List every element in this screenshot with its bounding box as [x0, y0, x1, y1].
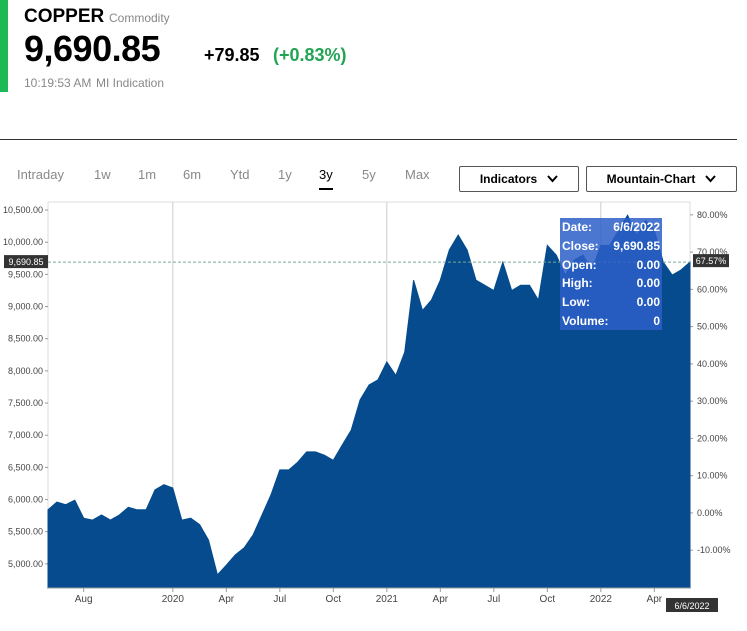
- change-pct: (+0.83%): [273, 45, 347, 65]
- last-pct-box: [693, 254, 729, 268]
- x-tick-label: Oct: [540, 594, 556, 605]
- accent-bar: [0, 0, 8, 92]
- y-tick-label: 7,500.00: [8, 398, 43, 408]
- range-tab[interactable]: Max: [405, 167, 430, 182]
- y2-tick-label: 50.00%: [697, 322, 728, 332]
- button-label: Indicators: [479, 172, 538, 186]
- x-tick-label: Aug: [75, 594, 93, 605]
- button-label: Mountain-Chart: [606, 172, 696, 186]
- x-tick-label: 2021: [376, 594, 399, 605]
- range-tab[interactable]: 1w: [94, 167, 111, 182]
- tooltip-key: High:: [562, 276, 593, 291]
- tooltip-key: Close:: [562, 239, 599, 254]
- x-tick-label: Apr: [647, 594, 663, 605]
- y2-tick-label: -10.00%: [697, 545, 731, 555]
- y-tick-label: 7,000.00: [8, 430, 43, 440]
- tooltip-key: Date:: [562, 220, 593, 235]
- range-tab[interactable]: 1m: [138, 167, 157, 182]
- source: MI Indication: [96, 76, 165, 90]
- x-tick-label: Jul: [487, 594, 500, 605]
- time: 10:19:53 AM: [24, 76, 92, 90]
- y-tick-label: 5,500.00: [8, 527, 43, 537]
- tooltip-key: Volume:: [562, 313, 609, 328]
- tooltip-key: Low:: [562, 295, 590, 310]
- tooltip-value: 0.00: [636, 257, 660, 272]
- y2-tick-label: 30.00%: [697, 396, 728, 406]
- range-tab[interactable]: 1y: [278, 167, 292, 182]
- last-value-box: [4, 255, 48, 269]
- y2-tick-label: 70.00%: [697, 247, 728, 257]
- y-tick-label: 10,500.00: [3, 205, 43, 215]
- tooltip-key: Open:: [562, 257, 597, 272]
- x-tick-label: Apr: [433, 594, 449, 605]
- crosshair-date-box: [666, 598, 718, 612]
- change: +79.85: [204, 45, 260, 65]
- indicators-button[interactable]: Indicators: [459, 166, 579, 192]
- y2-tick-label: 80.00%: [697, 210, 728, 220]
- range-tab[interactable]: Ytd: [230, 167, 250, 182]
- tooltip-row: High: 0.00: [562, 274, 660, 293]
- range-tab[interactable]: Intraday: [17, 167, 64, 182]
- y-tick-label: 6,500.00: [8, 462, 43, 472]
- separator: [0, 139, 737, 140]
- y-tick-label: 9,500.00: [8, 269, 43, 279]
- y-tick-label: 10,000.00: [3, 237, 43, 247]
- crosshair-date: 6/6/2022: [674, 601, 709, 611]
- chart-type-button[interactable]: Mountain-Chart: [586, 166, 737, 192]
- symbol: COPPER: [24, 6, 105, 27]
- last-value-label: 9,690.85: [8, 257, 43, 267]
- tooltip-value: 0.00: [636, 295, 660, 310]
- y-tick-label: 8,000.00: [8, 366, 43, 376]
- x-tick-label: Jul: [273, 594, 286, 605]
- x-tick-label: Oct: [326, 594, 342, 605]
- tooltip-value: 0: [653, 313, 660, 328]
- tooltip-row: Date: 6/6/2022: [562, 218, 660, 237]
- x-tick-label: Apr: [219, 594, 235, 605]
- x-tick-label: 2022: [590, 594, 613, 605]
- tooltip-value: 6/6/2022: [613, 220, 660, 235]
- y-tick-label: 6,000.00: [8, 495, 43, 505]
- y2-tick-label: 60.00%: [697, 284, 728, 294]
- y2-tick-label: 10.00%: [697, 471, 728, 481]
- last-pct-label: 67.57%: [696, 256, 727, 266]
- y2-tick-label: 20.00%: [697, 433, 728, 443]
- tooltip-value: 0.00: [636, 276, 660, 291]
- tooltip: Date: 6/6/2022 Close: 9,690.85 Open: 0.00 High…: [560, 218, 662, 330]
- tooltip-row: Close: 9,690.85: [562, 237, 660, 256]
- chevron: [547, 175, 558, 183]
- range-tab[interactable]: 5y: [362, 167, 376, 182]
- price: 9,690.85: [24, 28, 161, 69]
- y-tick-label: 8,500.00: [8, 334, 43, 344]
- y-tick-label: 5,000.00: [8, 559, 43, 569]
- tooltip-row: Volume: 0: [562, 311, 660, 330]
- range-tab[interactable]: 3y: [319, 167, 333, 190]
- y2-tick-label: 0.00%: [697, 508, 723, 518]
- range-tab[interactable]: 6m: [183, 167, 202, 182]
- kind: Commodity: [109, 11, 170, 25]
- x-tick-label: 2020: [162, 594, 185, 605]
- y-tick-label: 9,000.00: [8, 302, 43, 312]
- tooltip-row: Low: 0.00: [562, 293, 660, 312]
- tooltip-row: Open: 0.00: [562, 255, 660, 274]
- tooltip-value: 9,690.85: [613, 239, 660, 254]
- chevron: [705, 175, 717, 183]
- y2-tick-label: 40.00%: [697, 359, 728, 369]
